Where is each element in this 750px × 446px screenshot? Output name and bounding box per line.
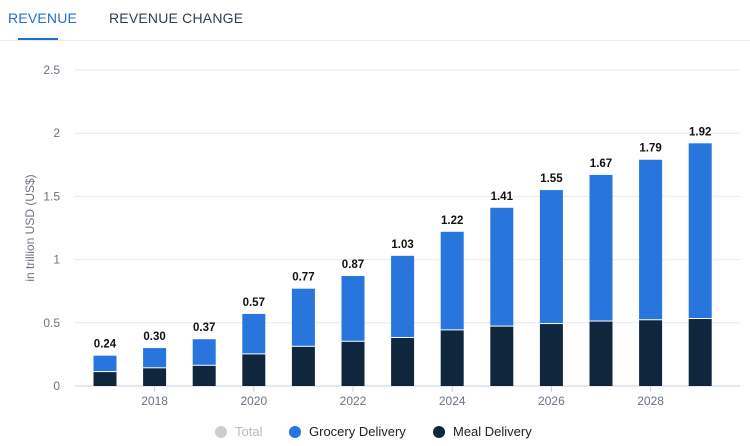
bar-meal-delivery-2026 — [539, 324, 563, 386]
bar-grocery-delivery-2021 — [291, 288, 315, 346]
legend-dot-total-icon — [215, 425, 227, 438]
x-tick-label: 2028 — [637, 394, 664, 408]
x-tick-label: 2026 — [538, 394, 565, 408]
data-label-total: 1.03 — [391, 239, 413, 251]
bar-grocery-delivery-2020 — [242, 313, 266, 354]
bar-grocery-delivery-2029 — [688, 143, 712, 319]
data-label-total: 0.87 — [342, 259, 364, 271]
bar-meal-delivery-2022 — [341, 341, 365, 386]
data-label-total: 1.79 — [639, 143, 661, 155]
legend-dot-grocery-icon — [289, 425, 301, 438]
bar-meal-delivery-2025 — [490, 326, 514, 386]
bar-grocery-delivery-2019 — [192, 339, 216, 365]
legend-item-total[interactable]: Total — [215, 424, 262, 439]
tab-bar: REVENUE REVENUE CHANGE — [0, 0, 750, 41]
data-label-total: 0.77 — [292, 272, 314, 284]
bar-meal-delivery-2028 — [639, 320, 663, 386]
bar-grocery-delivery-2025 — [490, 207, 514, 326]
y-tick-label: 1.5 — [43, 189, 60, 203]
bar-grocery-delivery-2018 — [143, 348, 167, 368]
bar-meal-delivery-2020 — [242, 354, 266, 386]
x-tick-label: 2018 — [141, 394, 168, 408]
tab-revenue[interactable]: REVENUE — [8, 10, 78, 26]
bar-meal-delivery-2019 — [192, 365, 216, 386]
data-label-total: 0.30 — [143, 331, 165, 343]
active-tab-indicator — [18, 38, 58, 40]
legend-item-meal[interactable]: Meal Delivery — [433, 424, 532, 439]
bar-meal-delivery-2027 — [589, 321, 613, 386]
y-tick-label: 0.5 — [43, 316, 60, 330]
y-tick-label: 2 — [53, 126, 60, 140]
x-tick-label: 2020 — [240, 394, 267, 408]
bar-meal-delivery-2024 — [440, 330, 464, 386]
tab-revenue-change[interactable]: REVENUE CHANGE — [109, 10, 244, 26]
legend-label: Grocery Delivery — [309, 424, 406, 439]
data-label-total: 1.92 — [689, 126, 711, 138]
bar-grocery-delivery-2027 — [589, 174, 613, 321]
data-label-total: 1.41 — [491, 191, 514, 203]
y-tick-label: 2.5 — [43, 63, 60, 77]
bar-meal-delivery-2018 — [143, 368, 167, 386]
bar-grocery-delivery-2026 — [539, 190, 563, 324]
bar-grocery-delivery-2024 — [440, 231, 464, 330]
bar-grocery-delivery-2022 — [341, 276, 365, 341]
legend-dot-meal-icon — [433, 425, 445, 438]
data-label-total: 1.67 — [590, 158, 612, 170]
data-label-total: 0.57 — [243, 297, 265, 309]
bar-meal-delivery-2023 — [391, 337, 415, 386]
bar-grocery-delivery-2023 — [391, 255, 415, 337]
bar-meal-delivery-2017 — [93, 372, 117, 386]
bar-grocery-delivery-2028 — [639, 159, 663, 320]
legend-label: Meal Delivery — [453, 424, 532, 439]
y-tick-label: 0 — [53, 379, 60, 393]
y-axis-label: in trillion USD (US$) — [23, 174, 37, 281]
x-tick-label: 2024 — [439, 394, 466, 408]
data-label-total: 1.22 — [441, 215, 463, 227]
data-label-total: 0.37 — [193, 322, 215, 334]
bar-grocery-delivery-2017 — [93, 355, 117, 372]
data-label-total: 1.55 — [540, 173, 563, 185]
data-label-total: 0.24 — [94, 339, 117, 351]
legend-item-grocery[interactable]: Grocery Delivery — [289, 424, 406, 439]
bar-meal-delivery-2029 — [688, 319, 712, 386]
legend-label: Total — [235, 424, 263, 439]
bar-meal-delivery-2021 — [291, 346, 315, 386]
y-tick-label: 1 — [53, 253, 60, 267]
x-tick-label: 2022 — [340, 394, 367, 408]
